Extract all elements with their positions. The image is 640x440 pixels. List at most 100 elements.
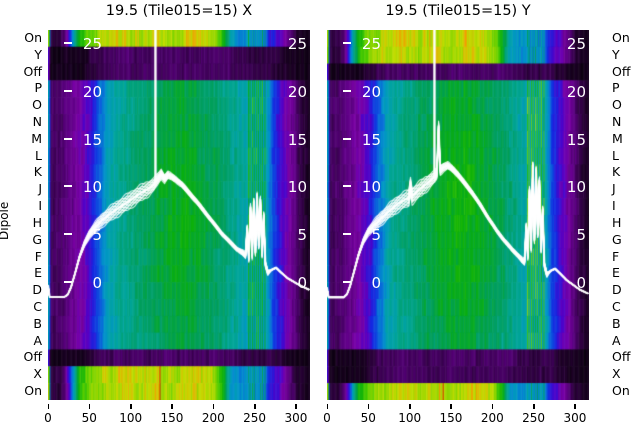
- dipole-label-right-8: K: [612, 164, 621, 180]
- power-tick-left-10: 10: [64, 180, 102, 195]
- power-tick-right-20: 20: [566, 82, 586, 101]
- power-tick-value: 5: [92, 226, 102, 245]
- x-tick-mark: [450, 404, 452, 409]
- x-tick-label: 50: [81, 411, 97, 425]
- power-tick-right-20: 20: [287, 82, 307, 101]
- dipole-label-right-2: Off: [612, 63, 631, 79]
- x-tick-mark: [47, 404, 49, 409]
- x-tick-label: 100: [119, 411, 143, 425]
- x-tick-label: 250: [243, 411, 267, 425]
- x-tick-mark: [491, 404, 494, 409]
- x-axis-y: 0 50 100 150 200 250 300: [323, 400, 589, 436]
- dipole-label-right-4: O: [612, 97, 622, 113]
- panel-x-title: 19.5 (Tile015=15) X: [105, 3, 253, 19]
- power-tick-value: 15: [361, 130, 381, 149]
- power-tick-left-15: 15: [343, 130, 381, 149]
- dipole-label-left-8: K: [33, 164, 42, 180]
- heatmap-canvas-x: [48, 30, 310, 400]
- x-tick-label: 250: [522, 411, 546, 425]
- dipole-label-right-16: C: [612, 299, 621, 314]
- dipole-label-left-1: Y: [34, 46, 42, 62]
- power-tick-right-15: 15: [566, 130, 586, 149]
- power-tick-left-5: 5: [64, 228, 102, 243]
- dipole-labels-right: On Y Off P O N M L K J I H G F E D C B A Off X On: [610, 30, 640, 400]
- power-tick-value: 20: [361, 82, 381, 101]
- power-tick-value: 25: [361, 35, 381, 53]
- power-tick-right-25: 25: [287, 35, 307, 53]
- dipole-label-left-9: J: [38, 181, 42, 197]
- panel-y-title: 19.5 (Tile015=15) Y: [385, 3, 531, 19]
- dipole-label-right-0: On: [612, 29, 630, 45]
- dipole-label-left-7: L: [35, 147, 42, 163]
- dipole-label-left-12: G: [32, 231, 42, 247]
- x-tick-label: 300: [563, 411, 587, 425]
- dipole-label-right-9: J: [612, 181, 616, 197]
- x-tick-mark: [130, 404, 132, 409]
- power-tick-value: 10: [361, 178, 381, 197]
- power-tick-value: 25: [82, 35, 102, 53]
- tick-dash: [343, 42, 351, 44]
- power-tick-value: 10: [82, 178, 102, 197]
- x-tick-label: 150: [160, 411, 184, 425]
- power-tick-right-15: 15: [287, 130, 307, 149]
- dipole-label-left-18: A: [33, 332, 42, 348]
- power-tick-left-0: 0: [343, 276, 381, 291]
- x-tick-mark: [326, 404, 328, 409]
- dipole-label-right-15: D: [612, 282, 622, 298]
- x-tick-mark: [295, 404, 297, 409]
- dipole-label-left-16: C: [33, 299, 42, 314]
- dipole-label-right-7: L: [612, 147, 619, 163]
- dipole-label-left-13: F: [34, 248, 42, 264]
- power-tick-value: 15: [82, 130, 102, 149]
- dipole-label-left-19: Off: [23, 349, 42, 365]
- tick-dash: [343, 281, 351, 283]
- power-tick-right-10: 10: [287, 178, 307, 197]
- power-tick-left-10: 10: [343, 180, 381, 195]
- x-tick-mark: [88, 404, 91, 409]
- dipole-label-left-15: D: [32, 282, 42, 298]
- dipole-label-right-6: M: [612, 130, 623, 146]
- x-tick-label: 300: [284, 411, 308, 425]
- tick-dash: [64, 185, 72, 188]
- dipole-label-left-4: O: [32, 97, 42, 113]
- dipole-label-right-11: H: [612, 214, 622, 230]
- x-tick-mark: [409, 404, 411, 409]
- dipole-label-right-19: Off: [612, 349, 631, 365]
- power-tick-left-25: 25: [64, 37, 102, 52]
- heatmap-canvas-y: [327, 30, 589, 400]
- power-tick-left-5: 5: [343, 228, 381, 243]
- panel-y: 25 25 20 20 15 15 10 10 5 5 0 0: [327, 30, 589, 400]
- power-tick-right-5: 5: [576, 226, 586, 245]
- power-tick-left-20: 20: [64, 84, 102, 100]
- tick-dash: [343, 89, 351, 92]
- power-tick-right-0: 0: [576, 274, 586, 292]
- dipole-label-right-10: I: [612, 198, 616, 214]
- power-tick-value: 5: [371, 226, 381, 245]
- x-tick-label: 200: [480, 411, 504, 425]
- dipole-label-right-20: X: [612, 366, 621, 382]
- tick-dash: [64, 233, 72, 236]
- dipole-label-left-14: E: [34, 265, 42, 281]
- dipole-label-right-21: On: [612, 383, 630, 399]
- dipole-label-right-13: F: [612, 248, 620, 264]
- panel-x: 25 25 20 20 15 15 10 10 5 5 0 0: [48, 30, 310, 400]
- x-tick-label: 0: [323, 411, 331, 425]
- tick-dash: [64, 281, 72, 283]
- dipole-label-left-21: On: [24, 383, 42, 399]
- power-tick-right-0: 0: [297, 274, 307, 292]
- dipole-label-right-3: P: [612, 80, 620, 96]
- x-tick-label: 100: [398, 411, 422, 425]
- tick-dash: [343, 137, 351, 140]
- power-tick-left-0: 0: [64, 276, 102, 291]
- power-tick-right-10: 10: [566, 178, 586, 197]
- dipole-labels-left: On Y Off P O N M L K J I H G F E D C B A Off X On: [0, 30, 42, 400]
- x-tick-mark: [533, 404, 535, 409]
- dipole-label-left-5: N: [32, 114, 42, 129]
- dipole-label-left-2: Off: [23, 63, 42, 79]
- tick-dash: [64, 89, 72, 92]
- dipole-label-left-20: X: [33, 366, 42, 382]
- x-tick-mark: [254, 404, 256, 409]
- tick-dash: [343, 185, 351, 188]
- x-tick-label: 50: [360, 411, 376, 425]
